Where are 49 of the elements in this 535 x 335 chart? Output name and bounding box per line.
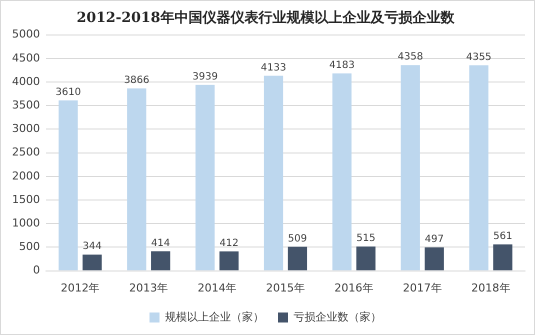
- data-label: 344: [82, 241, 102, 252]
- y-tick-label: 2000: [12, 169, 40, 182]
- bar: [196, 84, 215, 270]
- data-label: 4355: [466, 52, 492, 63]
- x-tick-label: 2018年: [471, 281, 510, 294]
- y-tick-label: 4500: [12, 51, 40, 64]
- bar: [151, 251, 170, 270]
- bar: [424, 247, 444, 270]
- bar: [493, 244, 512, 270]
- y-tick-label: 4000: [12, 74, 40, 88]
- bar: [264, 76, 284, 270]
- bar: [219, 251, 239, 270]
- x-tick-label: 2014年: [198, 281, 237, 294]
- x-tick-label: 2015年: [266, 281, 305, 294]
- legend-label: 规模以上企业（家）: [165, 310, 264, 324]
- y-tick-label: 0: [32, 264, 40, 277]
- bar: [127, 88, 146, 270]
- y-tick-label: 3500: [12, 98, 40, 112]
- bar: [288, 246, 308, 270]
- x-tick-label: 2017年: [402, 281, 442, 294]
- data-label: 4183: [329, 60, 355, 71]
- data-label: 4133: [260, 62, 286, 74]
- data-label: 515: [356, 233, 376, 244]
- legend-label: 亏损企业数（家）: [294, 310, 382, 324]
- y-tick-label: 3000: [12, 122, 40, 136]
- x-tick-label: 2012年: [60, 281, 100, 294]
- y-tick-label: 2500: [12, 146, 40, 159]
- bar: [332, 73, 352, 270]
- x-tick-label: 2013年: [129, 281, 168, 294]
- y-tick-label: 1500: [12, 192, 40, 206]
- bar: [469, 65, 488, 270]
- data-label: 509: [288, 233, 308, 244]
- data-label: 561: [493, 230, 512, 242]
- x-tick-label: 2016年: [334, 281, 374, 294]
- bar: [400, 65, 420, 270]
- bar: [58, 100, 78, 270]
- data-label: 4358: [398, 52, 424, 63]
- bar: [356, 246, 376, 270]
- bar: [82, 254, 102, 270]
- data-label: 414: [151, 238, 170, 249]
- data-label: 3939: [192, 71, 218, 82]
- data-label: 3610: [56, 87, 81, 98]
- data-label: 3866: [124, 74, 150, 86]
- y-tick-label: 500: [18, 240, 40, 254]
- data-label: 497: [424, 234, 444, 245]
- y-tick-label: 5000: [12, 28, 40, 41]
- chart-title: 2012-2018年中国仪器仪表行业规模以上企业及亏损企业数: [76, 10, 456, 26]
- y-tick-label: 1000: [12, 216, 40, 230]
- data-label: 412: [219, 238, 239, 249]
